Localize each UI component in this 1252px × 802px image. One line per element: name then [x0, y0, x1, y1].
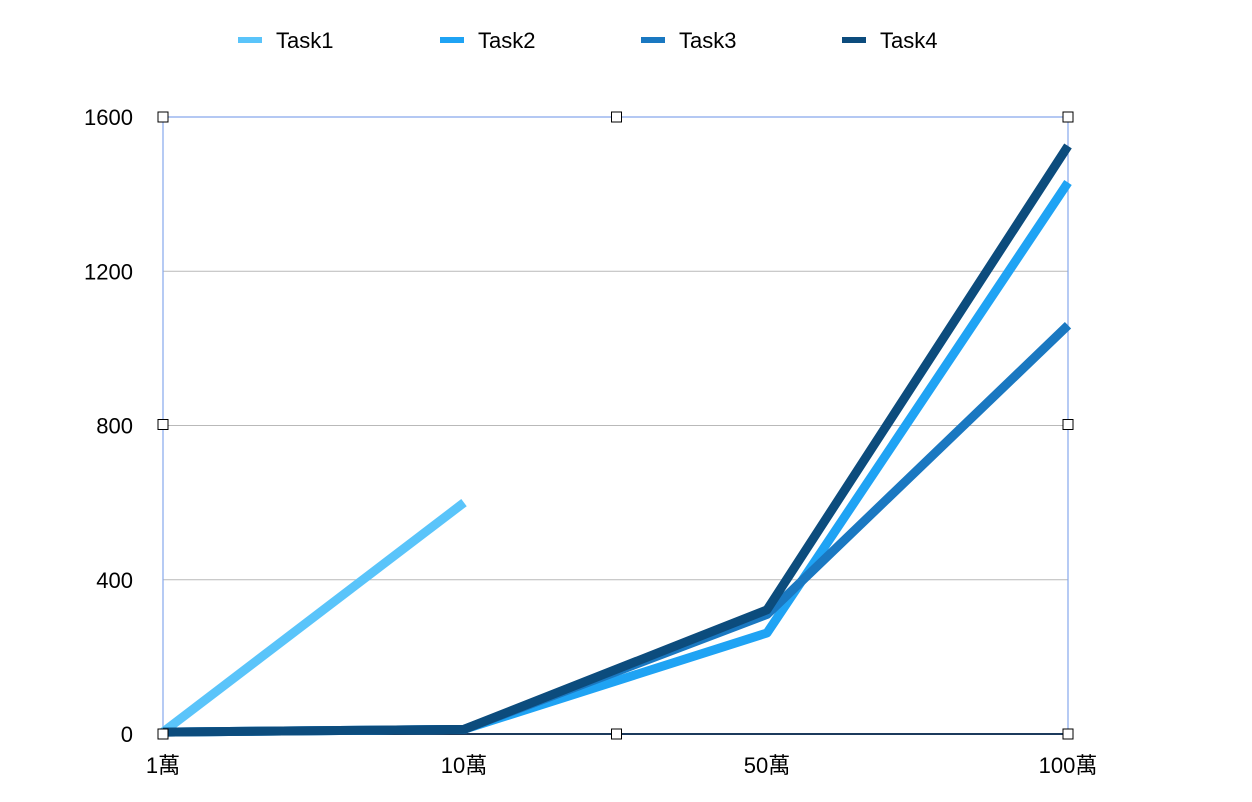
legend-item-task2: Task2	[440, 28, 535, 53]
legend-item-task4: Task4	[842, 28, 937, 53]
series-line-task1	[160, 499, 467, 736]
x-axis-ticks: 1萬 10萬 50萬 100萬	[146, 753, 1097, 778]
resize-handle[interactable]	[157, 728, 169, 740]
y-tick-label: 400	[96, 568, 133, 593]
legend-item-task1: Task1	[238, 28, 333, 53]
series-line-task4	[162, 143, 1072, 737]
y-tick-label: 1200	[84, 259, 133, 284]
resize-handle[interactable]	[1062, 111, 1074, 123]
x-tick-label: 50萬	[744, 753, 790, 778]
selection-handles[interactable]	[157, 111, 1074, 740]
legend-label: Task2	[478, 28, 535, 53]
resize-handle[interactable]	[611, 111, 622, 123]
x-tick-label: 100萬	[1039, 753, 1098, 778]
legend: Task1 Task2 Task3 Task4	[238, 28, 937, 53]
legend-label: Task1	[276, 28, 333, 53]
series-lines	[160, 143, 1072, 737]
y-tick-label: 0	[121, 722, 133, 747]
legend-item-task3: Task3	[641, 28, 736, 53]
x-tick-label: 10萬	[441, 753, 487, 778]
y-tick-label: 800	[96, 414, 133, 439]
y-axis-ticks: 0 400 800 1200 1600	[84, 105, 133, 747]
resize-handle[interactable]	[611, 728, 622, 740]
x-tick-label: 1萬	[146, 753, 180, 778]
resize-handle[interactable]	[1062, 728, 1074, 740]
y-tick-label: 1600	[84, 105, 133, 130]
grid-lines	[163, 270, 1068, 581]
resize-handle[interactable]	[157, 111, 169, 123]
legend-label: Task4	[880, 28, 937, 53]
resize-handle[interactable]	[1062, 419, 1074, 430]
legend-label: Task3	[679, 28, 736, 53]
resize-handle[interactable]	[157, 419, 169, 430]
